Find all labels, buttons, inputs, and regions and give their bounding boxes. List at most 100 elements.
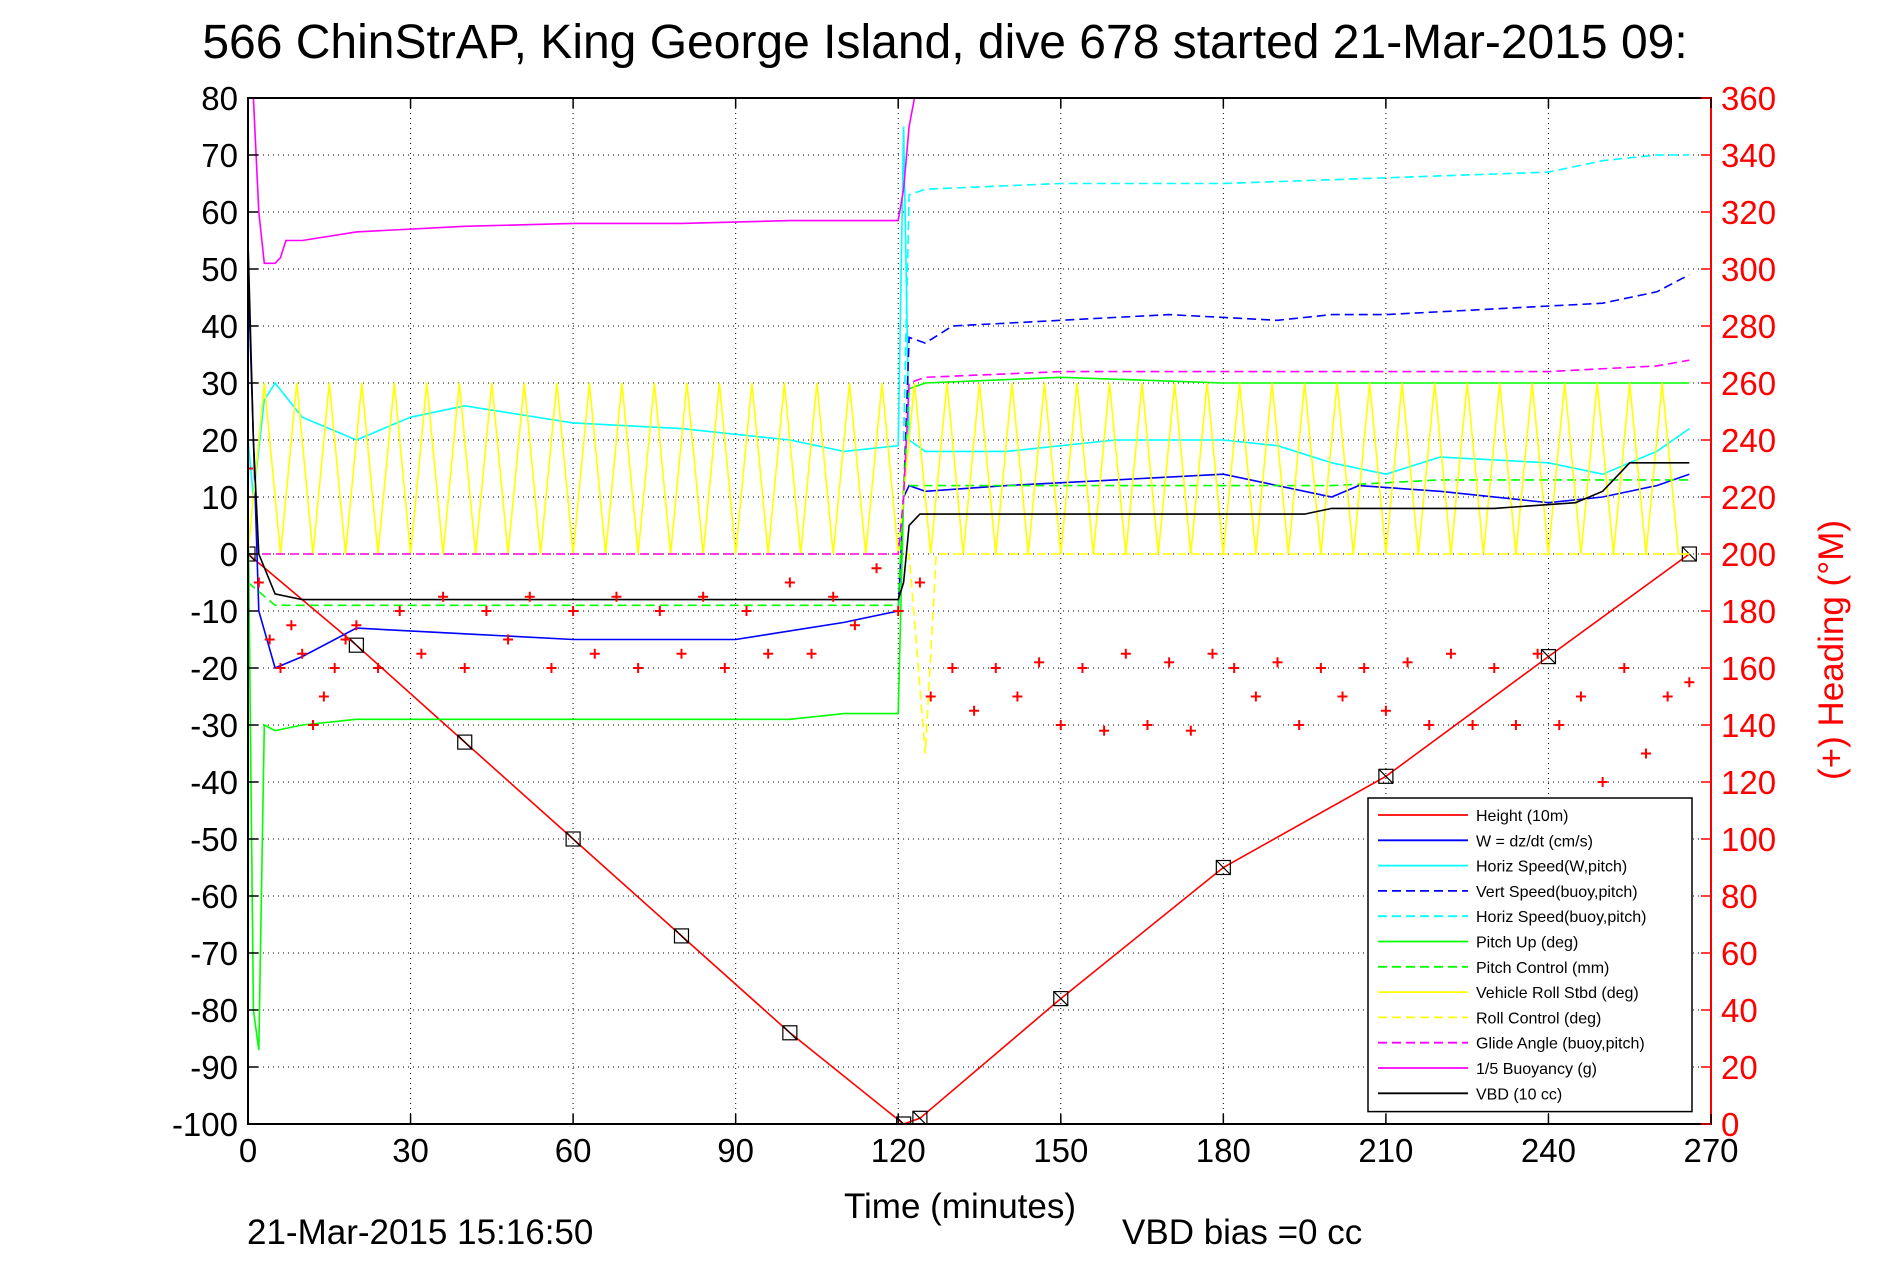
y-tick-label: -70 bbox=[190, 935, 238, 972]
data-point-cross bbox=[248, 553, 256, 562]
x-tick-label: 270 bbox=[1683, 1132, 1738, 1169]
y-tick-label: 80 bbox=[201, 80, 238, 117]
right-tick-label: 360 bbox=[1721, 80, 1776, 117]
right-tick-label: 140 bbox=[1721, 707, 1776, 744]
y-tick-label: -10 bbox=[190, 593, 238, 630]
right-axis-label: (+) Heading (°M) bbox=[1812, 520, 1851, 780]
right-tick-label: 0 bbox=[1721, 1106, 1739, 1143]
series-4 bbox=[902, 154, 1690, 441]
y-tick-label: 30 bbox=[201, 365, 238, 402]
data-point-cross bbox=[348, 637, 364, 653]
x-tick-label: 90 bbox=[717, 1132, 754, 1169]
x-tick-label: 120 bbox=[871, 1132, 926, 1169]
y-tick-label: -60 bbox=[190, 878, 238, 915]
legend: Height (10m) W = dz/dt (cm/s) Horiz Speed(… bbox=[1367, 797, 1693, 1113]
right-tick-label: 340 bbox=[1721, 137, 1776, 174]
right-tick-label: 160 bbox=[1721, 650, 1776, 687]
right-tick-label: 200 bbox=[1721, 536, 1776, 573]
y-tick-label: 60 bbox=[201, 194, 238, 231]
data-point bbox=[1053, 990, 1069, 1007]
legend-label: Horiz Speed(buoy,pitch) bbox=[1476, 909, 1646, 926]
chart-title: 566 ChinStrAP, King George Island, dive … bbox=[202, 16, 1687, 69]
data-point bbox=[896, 1116, 912, 1124]
axis-ticks: 0 30 60 90 120 150 180 210 240 270 80 70 60 50 40 30 20 1… bbox=[172, 80, 1776, 1169]
legend-box bbox=[1367, 797, 1693, 1113]
data-point-cross bbox=[896, 1116, 905, 1124]
x-tick-label: 30 bbox=[392, 1132, 429, 1169]
legend-label: Vert Speed(buoy,pitch) bbox=[1476, 884, 1638, 901]
y-tick-label: -50 bbox=[190, 821, 238, 858]
data-point-cross bbox=[912, 1110, 927, 1124]
data-point bbox=[565, 831, 581, 847]
right-tick-label: 300 bbox=[1721, 251, 1776, 288]
data-point bbox=[348, 637, 364, 653]
series-line bbox=[248, 382, 1690, 555]
data-point bbox=[782, 1025, 798, 1041]
right-tick-label: 240 bbox=[1721, 422, 1776, 459]
x-tick-label: 210 bbox=[1358, 1132, 1413, 1169]
series-7 bbox=[248, 382, 1690, 555]
data-point bbox=[457, 734, 473, 750]
x-tick-label: 0 bbox=[239, 1132, 257, 1169]
legend-label: Height (10m) bbox=[1476, 808, 1568, 825]
y-tick-label: -80 bbox=[190, 992, 238, 1029]
x-axis-label: Time (minutes) bbox=[844, 1187, 1076, 1226]
series-line bbox=[248, 359, 1690, 555]
y-tick-label: -20 bbox=[190, 650, 238, 687]
right-tick-label: 80 bbox=[1721, 878, 1758, 915]
right-tick-label: 40 bbox=[1721, 992, 1758, 1029]
data-point-cross bbox=[457, 734, 473, 750]
y-tick-label: 50 bbox=[201, 251, 238, 288]
series-6 bbox=[248, 479, 1690, 607]
series-line bbox=[902, 273, 1690, 498]
y-tick-label: 0 bbox=[220, 536, 238, 573]
legend-label: Vehicle Roll Stbd (deg) bbox=[1476, 985, 1639, 1002]
y-tick-label: 10 bbox=[201, 479, 238, 516]
data-point-cross bbox=[1215, 860, 1231, 875]
legend-label: Glide Angle (buoy,pitch) bbox=[1476, 1036, 1645, 1053]
data-point-cross bbox=[674, 928, 689, 944]
x-tick-label: 60 bbox=[555, 1132, 592, 1169]
series-line bbox=[902, 154, 1690, 441]
data-point-cross bbox=[1053, 991, 1069, 1007]
series-line bbox=[248, 126, 1690, 498]
right-tick-label: 60 bbox=[1721, 935, 1758, 972]
series-0 bbox=[248, 546, 1697, 1124]
data-point bbox=[1540, 648, 1557, 665]
data-point-cross bbox=[1681, 546, 1697, 562]
series-5 bbox=[248, 376, 1690, 1051]
series-line bbox=[248, 268, 1690, 670]
series-line bbox=[252, 98, 916, 265]
right-tick-label: 120 bbox=[1721, 764, 1776, 801]
series-11 bbox=[248, 240, 1690, 601]
legend-label: Pitch Control (mm) bbox=[1476, 960, 1609, 977]
x-tick-label: 150 bbox=[1033, 1132, 1088, 1169]
series-line bbox=[248, 479, 1690, 607]
y-tick-label: -30 bbox=[190, 707, 238, 744]
right-tick-label: 220 bbox=[1721, 479, 1776, 516]
right-tick-label: 20 bbox=[1721, 1049, 1758, 1086]
right-tick-label: 320 bbox=[1721, 194, 1776, 231]
series-2 bbox=[248, 126, 1690, 498]
series-12 bbox=[248, 463, 1695, 787]
data-point-cross bbox=[565, 831, 581, 847]
data-point-cross bbox=[1378, 768, 1394, 784]
legend-label: Roll Control (deg) bbox=[1476, 1010, 1601, 1027]
y-tick-label: 70 bbox=[201, 137, 238, 174]
right-tick-label: 180 bbox=[1721, 593, 1776, 630]
y-tick-label: -40 bbox=[190, 764, 238, 801]
data-point bbox=[673, 928, 690, 944]
y-tick-label: -90 bbox=[190, 1049, 238, 1086]
y-tick-label: -100 bbox=[172, 1106, 238, 1143]
y-tick-label: 40 bbox=[201, 308, 238, 345]
right-tick-label: 280 bbox=[1721, 308, 1776, 345]
x-tick-label: 180 bbox=[1196, 1132, 1251, 1169]
data-point bbox=[912, 1110, 928, 1124]
right-tick-label: 100 bbox=[1721, 821, 1776, 858]
x-tick-label: 240 bbox=[1521, 1132, 1576, 1169]
data-point-cross bbox=[1541, 649, 1556, 665]
series-1 bbox=[248, 268, 1690, 670]
legend-label: VBD (10 cc) bbox=[1476, 1086, 1562, 1103]
series-group bbox=[248, 98, 1697, 1124]
legend-label: 1/5 Buoyancy (g) bbox=[1476, 1061, 1597, 1078]
